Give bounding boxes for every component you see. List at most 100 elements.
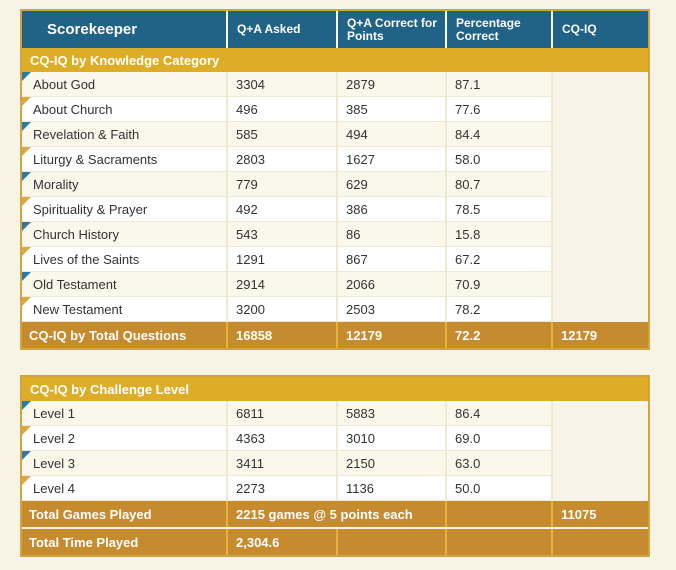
asked-cell: 779 bbox=[228, 172, 338, 197]
cqiq-cell bbox=[553, 247, 648, 272]
category-label: Morality bbox=[33, 176, 79, 192]
category-label: About God bbox=[33, 76, 96, 92]
asked-cell: 4363 bbox=[228, 426, 338, 451]
row-flag-icon bbox=[22, 72, 31, 81]
table-row: Level 4 2273 1136 50.0 bbox=[22, 476, 648, 501]
category-label: Old Testament bbox=[33, 276, 117, 292]
percentage-cell: 80.7 bbox=[447, 172, 553, 197]
row-flag-icon bbox=[22, 451, 31, 460]
total-time-value: 2,304.6 bbox=[228, 529, 338, 555]
table-row: About God 3304 2879 87.1 bbox=[22, 72, 648, 97]
percentage-cell: 87.1 bbox=[447, 72, 553, 97]
category-label: Level 4 bbox=[33, 480, 75, 496]
category-label-cell: Liturgy & Sacraments bbox=[22, 147, 228, 172]
category-label-cell: Morality bbox=[22, 172, 228, 197]
category-label: New Testament bbox=[33, 301, 123, 317]
cqiq-cell bbox=[553, 297, 648, 322]
total-time-c3 bbox=[338, 529, 447, 555]
correct-cell: 1136 bbox=[338, 476, 447, 501]
correct-cell: 385 bbox=[338, 97, 447, 122]
category-label-cell: Level 3 bbox=[22, 451, 228, 476]
category-label-cell: Level 2 bbox=[22, 426, 228, 451]
table-row: Spirituality & Prayer 492 386 78.5 bbox=[22, 197, 648, 222]
cqiq-cell bbox=[553, 172, 648, 197]
category-label-cell: Church History bbox=[22, 222, 228, 247]
category-label: Church History bbox=[33, 226, 119, 242]
cqiq-cell bbox=[553, 147, 648, 172]
cqiq-cell bbox=[553, 426, 648, 451]
category-label-cell: Lives of the Saints bbox=[22, 247, 228, 272]
header-qa-asked: Q+A Asked bbox=[228, 11, 338, 48]
percentage-cell: 78.5 bbox=[447, 197, 553, 222]
category-label: Revelation & Faith bbox=[33, 126, 140, 142]
total-games-value: 2215 games @ 5 points each bbox=[228, 501, 447, 527]
cqiq-cell bbox=[553, 122, 648, 147]
asked-cell: 2914 bbox=[228, 272, 338, 297]
correct-cell: 2066 bbox=[338, 272, 447, 297]
correct-cell: 2503 bbox=[338, 297, 447, 322]
percentage-cell: 69.0 bbox=[447, 426, 553, 451]
row-flag-icon bbox=[22, 476, 31, 485]
asked-cell: 496 bbox=[228, 97, 338, 122]
category-label: Spirituality & Prayer bbox=[33, 201, 148, 217]
total-cqiq: 12179 bbox=[561, 327, 598, 343]
cqiq-cell bbox=[553, 197, 648, 222]
total-games-cqiq: 11075 bbox=[561, 506, 597, 522]
table-row: Morality 779 629 80.7 bbox=[22, 172, 648, 197]
row-flag-icon bbox=[22, 401, 31, 410]
category-label-cell: Spirituality & Prayer bbox=[22, 197, 228, 222]
correct-cell: 2879 bbox=[338, 72, 447, 97]
total-rows-divider bbox=[22, 527, 648, 529]
asked-cell: 3200 bbox=[228, 297, 338, 322]
percentage-cell: 15.8 bbox=[447, 222, 553, 247]
asked-cell: 2803 bbox=[228, 147, 338, 172]
percentage-cell: 70.9 bbox=[447, 272, 553, 297]
table-header-row: Scorekeeper Q+A Asked Q+A Correct for Po… bbox=[22, 11, 648, 48]
header-qa-correct: Q+A Correct for Points bbox=[338, 11, 447, 48]
correct-cell: 3010 bbox=[338, 426, 447, 451]
correct-cell: 1627 bbox=[338, 147, 447, 172]
total-asked: 16858 bbox=[228, 322, 338, 348]
row-flag-icon bbox=[22, 122, 31, 131]
correct-cell: 629 bbox=[338, 172, 447, 197]
asked-cell: 543 bbox=[228, 222, 338, 247]
cqiq-cell bbox=[553, 72, 648, 97]
correct-cell: 867 bbox=[338, 247, 447, 272]
row-flag-icon bbox=[22, 147, 31, 156]
percentage-cell: 86.4 bbox=[447, 401, 553, 426]
asked-cell: 1291 bbox=[228, 247, 338, 272]
cqiq-cell bbox=[553, 451, 648, 476]
percentage-cell: 78.2 bbox=[447, 297, 553, 322]
table-row: About Church 496 385 77.6 bbox=[22, 97, 648, 122]
correct-cell: 5883 bbox=[338, 401, 447, 426]
section-bar-knowledge: CQ-IQ by Knowledge Category bbox=[22, 48, 648, 72]
header-scorekeeper: Scorekeeper bbox=[22, 11, 228, 48]
category-label: Level 2 bbox=[33, 430, 75, 446]
table-row: Level 2 4363 3010 69.0 bbox=[22, 426, 648, 451]
category-label-cell: Revelation & Faith bbox=[22, 122, 228, 147]
row-flag-icon bbox=[22, 222, 31, 231]
category-label: About Church bbox=[33, 101, 113, 117]
category-label: Lives of the Saints bbox=[33, 251, 140, 267]
row-flag-icon bbox=[22, 426, 31, 435]
knowledge-rows: About God 3304 2879 87.1 About Church 49… bbox=[22, 72, 648, 322]
challenge-rows: Level 1 6811 5883 86.4 Level 2 4363 3010… bbox=[22, 401, 648, 501]
table-row: Level 1 6811 5883 86.4 bbox=[22, 401, 648, 426]
table-row: Lives of the Saints 1291 867 67.2 bbox=[22, 247, 648, 272]
category-label-cell: New Testament bbox=[22, 297, 228, 322]
total-percentage: 72.2 bbox=[447, 322, 553, 348]
percentage-cell: 84.4 bbox=[447, 122, 553, 147]
table-row: Level 3 3411 2150 63.0 bbox=[22, 451, 648, 476]
correct-cell: 494 bbox=[338, 122, 447, 147]
category-label-cell: About God bbox=[22, 72, 228, 97]
percentage-cell: 77.6 bbox=[447, 97, 553, 122]
correct-cell: 86 bbox=[338, 222, 447, 247]
challenge-level-table: CQ-IQ by Challenge Level Level 1 6811 58… bbox=[20, 375, 650, 557]
total-questions-label: CQ-IQ by Total Questions bbox=[22, 322, 228, 348]
table-row: Church History 543 86 15.8 bbox=[22, 222, 648, 247]
asked-cell: 6811 bbox=[228, 401, 338, 426]
category-label: Liturgy & Sacraments bbox=[33, 151, 158, 167]
row-flag-icon bbox=[22, 172, 31, 181]
category-label-cell: Level 1 bbox=[22, 401, 228, 426]
